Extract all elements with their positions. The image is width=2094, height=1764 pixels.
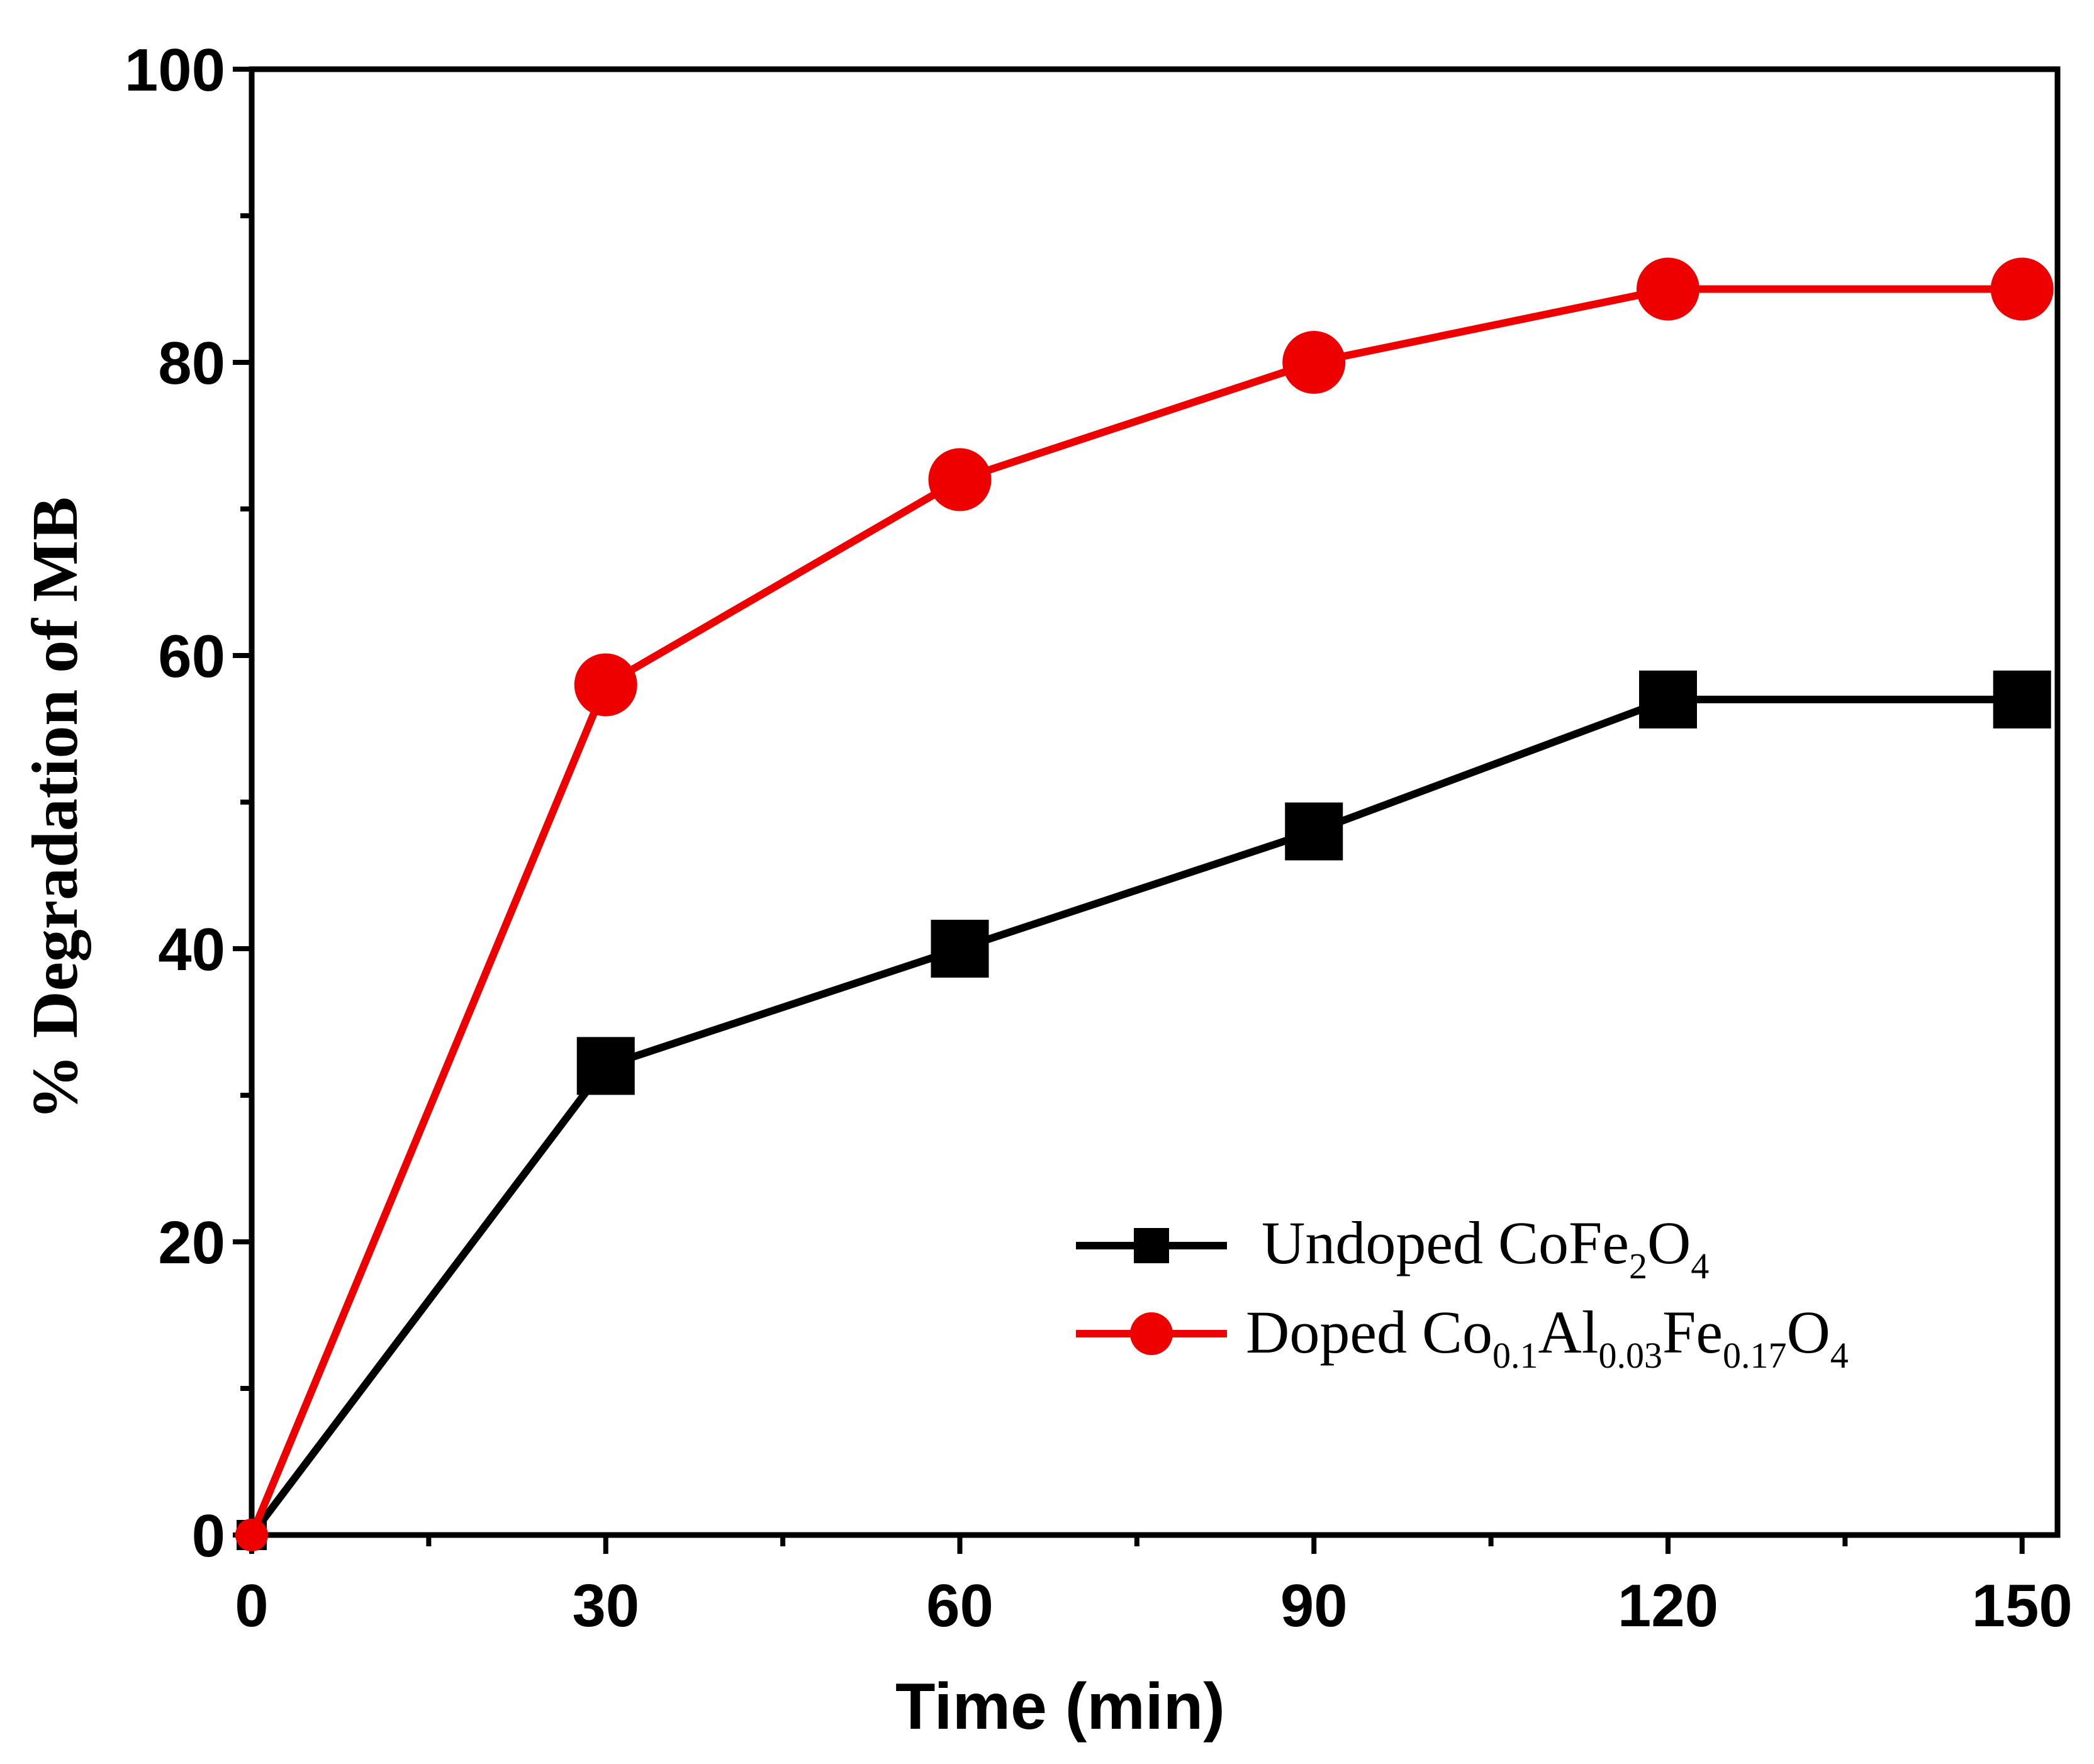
- y-tick-label-0: 0: [192, 1502, 225, 1570]
- y-tick-label-100: 100: [125, 36, 225, 104]
- y-axis-ticks: 0 20 40 60 80 100: [125, 36, 252, 1570]
- data-point-undoped-5: [1993, 670, 2051, 728]
- data-point-doped-0: [235, 1519, 268, 1551]
- data-point-doped-3: [1282, 331, 1346, 394]
- legend-undoped-sub2: 4: [1691, 1246, 1709, 1287]
- legend-undoped-prefix: Undoped CoFe: [1262, 1209, 1629, 1276]
- x-tick-label-30: 30: [572, 1572, 639, 1639]
- legend-doped-sub2: 0.03: [1598, 1335, 1662, 1376]
- x-tick-label-60: 60: [926, 1572, 994, 1639]
- legend-undoped-mid1: O: [1647, 1209, 1691, 1276]
- legend-doped-sub4: 4: [1830, 1335, 1849, 1376]
- legend-label-undoped: Undoped CoFe2O4: [1262, 1209, 1709, 1287]
- legend-doped-prefix: Doped Co: [1246, 1298, 1492, 1366]
- data-point-doped-1: [574, 653, 637, 717]
- legend-doped-sub1: 0.1: [1492, 1335, 1538, 1376]
- data-point-doped-4: [1636, 257, 1699, 321]
- series-undoped-line: [249, 695, 2022, 1538]
- legend-swatch-undoped-marker: [1134, 1228, 1169, 1263]
- data-point-undoped-4: [1638, 670, 1697, 728]
- y-tick-label-60: 60: [158, 623, 225, 690]
- y-tick-label-40: 40: [158, 916, 225, 983]
- x-tick-label-0: 0: [235, 1572, 268, 1639]
- y-axis-title: % Degradation of MB: [19, 497, 91, 1120]
- series-doped: [235, 257, 2054, 1551]
- x-tick-label-150: 150: [1972, 1572, 2073, 1639]
- legend-undoped-sub1: 2: [1629, 1246, 1647, 1287]
- x-tick-label-120: 120: [1618, 1572, 1718, 1639]
- legend-doped-mid1: Al: [1538, 1298, 1598, 1366]
- legend-doped-sub3: 0.17: [1723, 1335, 1787, 1376]
- y-tick-label-20: 20: [158, 1209, 225, 1276]
- x-axis-title: Time (min): [895, 1670, 1225, 1743]
- series-doped-line: [248, 285, 2022, 1537]
- series-undoped: [237, 670, 2051, 1550]
- x-axis-ticks: 0 30 60 90 120 150: [235, 1535, 2073, 1639]
- legend-label-doped: Doped Co0.1Al0.03Fe0.17O4: [1246, 1298, 1849, 1376]
- data-point-doped-2: [928, 448, 992, 511]
- data-point-undoped-2: [931, 920, 989, 978]
- legend-swatch-doped-marker: [1130, 1312, 1173, 1355]
- legend-entry-doped: Doped Co0.1Al0.03Fe0.17O4: [1076, 1298, 1849, 1376]
- legend-doped-mid3: O: [1786, 1298, 1830, 1366]
- data-point-undoped-3: [1285, 802, 1343, 861]
- data-point-undoped-1: [576, 1037, 635, 1095]
- legend-entry-undoped: Undoped CoFe2O4: [1076, 1209, 1709, 1287]
- data-point-doped-5: [1990, 257, 2054, 321]
- series-layer: [235, 257, 2054, 1551]
- legend: Undoped CoFe2O4 Doped Co0.1Al0.03Fe0.17O…: [1076, 1209, 1849, 1376]
- legend-doped-mid2: Fe: [1662, 1298, 1723, 1366]
- x-tick-label-90: 90: [1280, 1572, 1348, 1639]
- y-tick-label-80: 80: [158, 330, 225, 397]
